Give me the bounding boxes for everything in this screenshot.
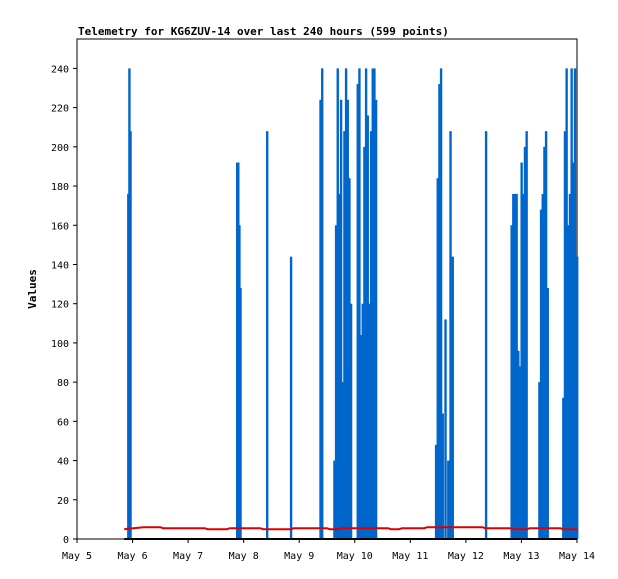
telemetry-bar: [374, 99, 378, 540]
telemetry-bar: [576, 256, 579, 539]
y-tick-label: 160: [51, 221, 69, 232]
y-tick-label: 220: [51, 104, 69, 115]
telemetry-bar: [239, 288, 242, 539]
y-tick-label: 80: [57, 378, 69, 389]
telemetry-bar: [359, 335, 363, 539]
telemetry-bar: [451, 256, 454, 539]
lines-layer: [124, 526, 577, 540]
telemetry-bar: [349, 303, 353, 539]
telemetry-bar: [520, 162, 523, 539]
telemetry-bar: [129, 131, 132, 539]
y-tick-label: 140: [51, 260, 69, 271]
x-tick-label: May 10: [337, 551, 373, 562]
telemetry-bar: [570, 68, 573, 539]
telemetry-bar: [358, 68, 361, 539]
y-tick-label: 0: [63, 535, 69, 546]
plot-area: [76, 38, 578, 540]
y-tick-label: 40: [57, 457, 69, 468]
telemetry-bar: [517, 350, 520, 539]
telemetry-bar: [266, 131, 269, 539]
telemetry-bar: [544, 131, 548, 539]
telemetry-bar: [321, 68, 324, 539]
telemetry-bar: [436, 178, 439, 539]
telemetry-bar: [441, 413, 444, 539]
telemetry-bar: [546, 288, 549, 539]
telemetry-bar: [438, 84, 441, 540]
x-tick-label: May 6: [118, 551, 148, 562]
y-axis-label: Values: [26, 269, 39, 309]
x-axis: May 5 May 6 May 7 May 8 May 9 May 10 May 11 May…: [62, 539, 595, 562]
y-tick-label: 240: [51, 64, 69, 75]
x-tick-label: May 9: [284, 551, 314, 562]
telemetry-bar: [538, 382, 541, 539]
telemetry-bar: [334, 225, 338, 539]
telemetry-bar: [344, 68, 348, 539]
telemetry-bar: [525, 131, 528, 539]
x-tick-label: May 8: [229, 551, 259, 562]
telemetry-bar: [523, 146, 527, 539]
telemetry-bar: [567, 225, 570, 539]
y-tick-label: 20: [57, 496, 69, 507]
chart-title: Telemetry for KG6ZUV-14 over last 240 ho…: [78, 25, 449, 38]
telemetry-bar: [319, 99, 322, 540]
telemetry-bar: [289, 256, 293, 539]
telemetry-bar: [439, 68, 443, 539]
telemetry-bar: [522, 193, 525, 539]
telemetry-bar: [563, 131, 567, 539]
telemetry-bar: [572, 162, 575, 539]
telemetry-bar: [336, 68, 339, 539]
x-tick-label: May 14: [559, 551, 595, 562]
telemetry-bar: [363, 146, 366, 539]
telemetry-bar: [339, 99, 343, 540]
telemetry-bar: [484, 131, 488, 539]
telemetry-bar: [346, 99, 349, 540]
y-axis: 0 20 40 60 80 100 120 140 160 180 200 220 240: [51, 64, 77, 546]
telemetry-bar: [368, 303, 371, 539]
telemetry-bar: [434, 444, 438, 539]
x-tick-label: May 13: [503, 551, 539, 562]
y-tick-label: 60: [57, 417, 69, 428]
telemetry-bar: [562, 397, 565, 539]
telemetry-bar: [515, 193, 518, 539]
telemetry-bar: [513, 193, 517, 539]
telemetry-bar: [364, 68, 368, 539]
telemetry-bar: [361, 303, 364, 539]
telemetry-bar: [565, 68, 568, 539]
telemetry-bar: [371, 68, 374, 539]
y-tick-label: 120: [51, 300, 69, 311]
telemetry-bar: [444, 319, 447, 539]
telemetry-line: [124, 526, 577, 531]
telemetry-bar: [539, 209, 543, 539]
telemetry-bar: [366, 115, 369, 540]
telemetry-bar: [369, 131, 373, 539]
telemetry-bar: [356, 84, 359, 540]
telemetry-bar: [518, 366, 522, 539]
telemetry-bar: [348, 178, 351, 539]
x-tick-label: May 7: [173, 551, 203, 562]
bars-layer: [127, 68, 579, 540]
telemetry-bar: [343, 131, 346, 539]
telemetry-bar: [333, 460, 336, 539]
y-tick-label: 180: [51, 182, 69, 193]
telemetry-bar: [341, 382, 344, 539]
y-tick-label: 200: [51, 143, 69, 154]
telemetry-bar: [449, 131, 452, 539]
y-tick-label: 100: [51, 339, 69, 350]
x-tick-label: May 12: [448, 551, 484, 562]
telemetry-bar: [541, 193, 544, 539]
telemetry-bar: [338, 193, 341, 539]
x-tick-label: May 5: [62, 551, 92, 562]
telemetry-bar: [568, 193, 572, 539]
x-tick-label: May 11: [392, 551, 428, 562]
telemetry-bar: [447, 460, 450, 539]
telemetry-bar: [373, 68, 376, 539]
telemetry-bar: [512, 193, 515, 539]
telemetry-bar: [543, 146, 546, 539]
telemetry-bar: [510, 225, 513, 539]
